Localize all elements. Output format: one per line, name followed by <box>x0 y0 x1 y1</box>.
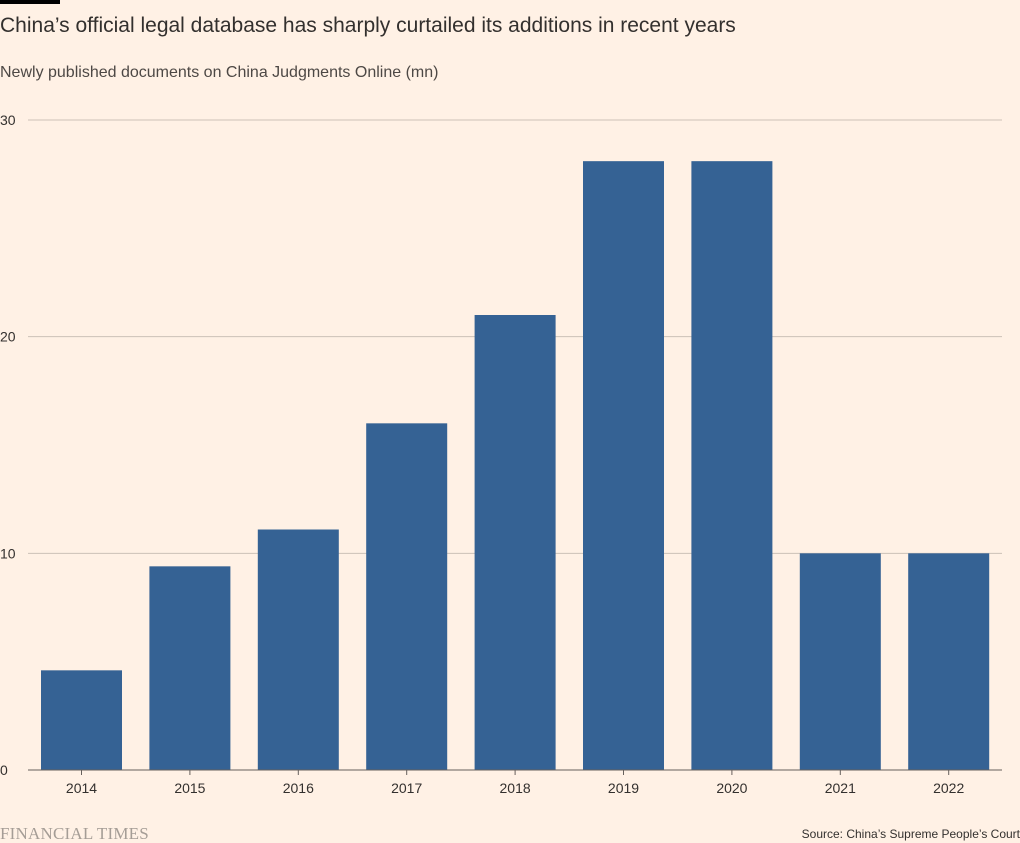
bars <box>41 161 990 770</box>
x-tick-label: 2018 <box>500 780 531 796</box>
bar-2016 <box>257 529 339 770</box>
bar-2020 <box>691 161 773 770</box>
chart-subtitle: Newly published documents on China Judgm… <box>0 64 439 81</box>
x-tick-label: 2020 <box>716 780 747 796</box>
x-tick-label: 2016 <box>283 780 314 796</box>
bar-2021 <box>799 553 881 770</box>
header-rule <box>0 0 60 4</box>
x-tick-label: 2017 <box>391 780 422 796</box>
ft-logo: FINANCIAL TIMES <box>0 824 149 843</box>
x-tick-label: 2015 <box>174 780 205 796</box>
x-tick-label: 2022 <box>933 780 964 796</box>
y-tick-label: 20 <box>0 329 16 345</box>
bar-2017 <box>366 423 448 770</box>
y-tick-label: 30 <box>0 112 16 128</box>
bar-2022 <box>908 553 990 770</box>
source-note: Source: China’s Supreme People’s Court <box>801 827 1020 841</box>
x-tick-label: 2019 <box>608 780 639 796</box>
bar-2018 <box>474 315 556 770</box>
y-tick-label: 10 <box>0 545 16 561</box>
chart-title: China’s official legal database has shar… <box>0 14 736 37</box>
bar-2014 <box>41 670 122 770</box>
bar-2015 <box>149 566 231 770</box>
bar-2019 <box>583 161 664 770</box>
x-axis <box>28 769 1002 775</box>
x-tick-label: 2021 <box>825 780 856 796</box>
axis-labels: 0 10 20 30 2014 2015 2016 2017 2018 2019 2020 2021 2… <box>0 112 964 796</box>
y-tick-label: 0 <box>0 762 8 778</box>
x-tick-label: 2014 <box>66 780 97 796</box>
